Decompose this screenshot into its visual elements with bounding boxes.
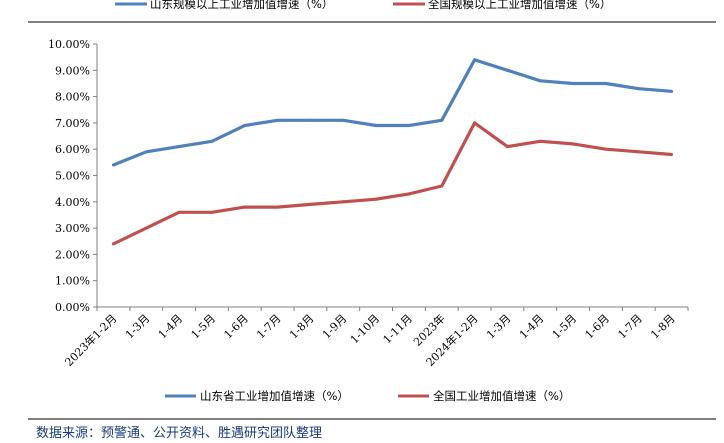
data-point-shandong bbox=[374, 124, 378, 128]
data-point-shandong bbox=[210, 139, 214, 143]
y-tick-label: 10.00% bbox=[48, 38, 90, 51]
x-tick-label: 1-4月 bbox=[517, 312, 546, 341]
top-legend-label-shandong: 山东规模以上工业增加值增速（%） bbox=[150, 0, 333, 11]
top-legend: 山东规模以上工业增加值增速（%） 全国规模以上工业增加值增速（%） bbox=[115, 0, 611, 11]
x-tick-labels: 2023年1-2月 1-3月 1-4月 1-5月 1-6月 1-7月 1-8月 1-9月1-1… bbox=[62, 307, 689, 369]
data-point-national bbox=[276, 205, 280, 209]
y-tick-label: 8.00% bbox=[55, 91, 90, 104]
data-point-shandong bbox=[538, 79, 542, 83]
y-tick-label: 3.00% bbox=[55, 222, 90, 235]
data-point-shandong bbox=[571, 81, 575, 85]
data-point-shandong bbox=[341, 118, 345, 122]
data-point-shandong bbox=[276, 118, 280, 122]
data-point-national bbox=[144, 226, 148, 230]
data-point-national bbox=[243, 205, 247, 209]
y-tick-label: 6.00% bbox=[55, 143, 90, 156]
data-point-shandong bbox=[473, 58, 477, 62]
bottom-legend: 山东省工业增加值增速（%） 全国工业增加值增速（%） bbox=[165, 389, 570, 403]
x-tick-label: 1-11月 bbox=[381, 312, 415, 346]
top-legend-label-national: 全国规模以上工业增加值增速（%） bbox=[428, 0, 611, 11]
x-tick-label: 1-6月 bbox=[583, 312, 612, 341]
data-point-shandong bbox=[670, 89, 674, 93]
x-tick-label: 1-8月 bbox=[287, 312, 316, 341]
y-tick-label: 1.00% bbox=[55, 275, 90, 288]
data-point-national bbox=[111, 242, 115, 246]
data-point-national bbox=[637, 150, 641, 154]
data-point-shandong bbox=[440, 118, 444, 122]
y-tick-label: 7.00% bbox=[55, 117, 90, 130]
series-lines bbox=[111, 58, 674, 246]
data-point-shandong bbox=[637, 87, 641, 91]
series-line-national bbox=[112, 121, 672, 246]
x-tick-label: 1-3月 bbox=[123, 312, 152, 341]
data-point-shandong bbox=[144, 150, 148, 154]
source-note: 数据来源：预警通、公开资料、胜遇研究团队整理 bbox=[36, 425, 322, 441]
y-tick-label: 4.00% bbox=[55, 196, 90, 209]
data-point-shandong bbox=[111, 163, 115, 167]
data-point-shandong bbox=[177, 145, 181, 149]
legend-label-national: 全国工业增加值增速（%） bbox=[433, 389, 570, 403]
x-tick-label: 1-5月 bbox=[189, 312, 218, 341]
legend-label-shandong: 山东省工业增加值增速（%） bbox=[200, 389, 349, 403]
x-tick-label: 1-3月 bbox=[484, 312, 513, 341]
series-line-shandong bbox=[112, 58, 672, 167]
y-tick-label: 0.00% bbox=[55, 301, 90, 314]
x-tick-label: 1-5月 bbox=[550, 312, 579, 341]
data-point-national bbox=[538, 139, 542, 143]
data-point-national bbox=[374, 197, 378, 201]
data-point-national bbox=[604, 147, 608, 151]
x-tick-label: 1-6月 bbox=[221, 312, 250, 341]
x-tick-label: 1-7月 bbox=[254, 312, 283, 341]
data-point-national bbox=[571, 142, 575, 146]
data-point-shandong bbox=[505, 68, 509, 72]
data-point-national bbox=[670, 152, 674, 156]
x-tick-label: 1-9月 bbox=[320, 312, 349, 341]
data-point-national bbox=[341, 200, 345, 204]
data-point-national bbox=[473, 121, 477, 125]
y-tick-label: 9.00% bbox=[55, 64, 90, 77]
data-point-shandong bbox=[308, 118, 312, 122]
data-point-national bbox=[210, 210, 214, 214]
x-tick-label: 1-10月 bbox=[348, 312, 382, 346]
y-tick-labels: 0.00% 1.00% 2.00% 3.00% 4.00% 5.00% 6.00% 7.00%… bbox=[48, 38, 97, 314]
x-tick-label: 2023年1-2月 bbox=[62, 311, 120, 369]
y-tick-label: 2.00% bbox=[55, 248, 90, 261]
x-tick-label: 1-8月 bbox=[648, 312, 677, 341]
data-point-national bbox=[440, 184, 444, 188]
data-point-shandong bbox=[604, 81, 608, 85]
x-tick-label: 1-7月 bbox=[615, 312, 644, 341]
data-point-shandong bbox=[407, 124, 411, 128]
data-point-national bbox=[308, 202, 312, 206]
data-point-national bbox=[505, 145, 509, 149]
data-point-national bbox=[407, 192, 411, 196]
data-point-national bbox=[177, 210, 181, 214]
y-tick-label: 5.00% bbox=[55, 170, 90, 183]
x-tick-label: 1-4月 bbox=[156, 312, 185, 341]
data-point-shandong bbox=[243, 124, 247, 128]
